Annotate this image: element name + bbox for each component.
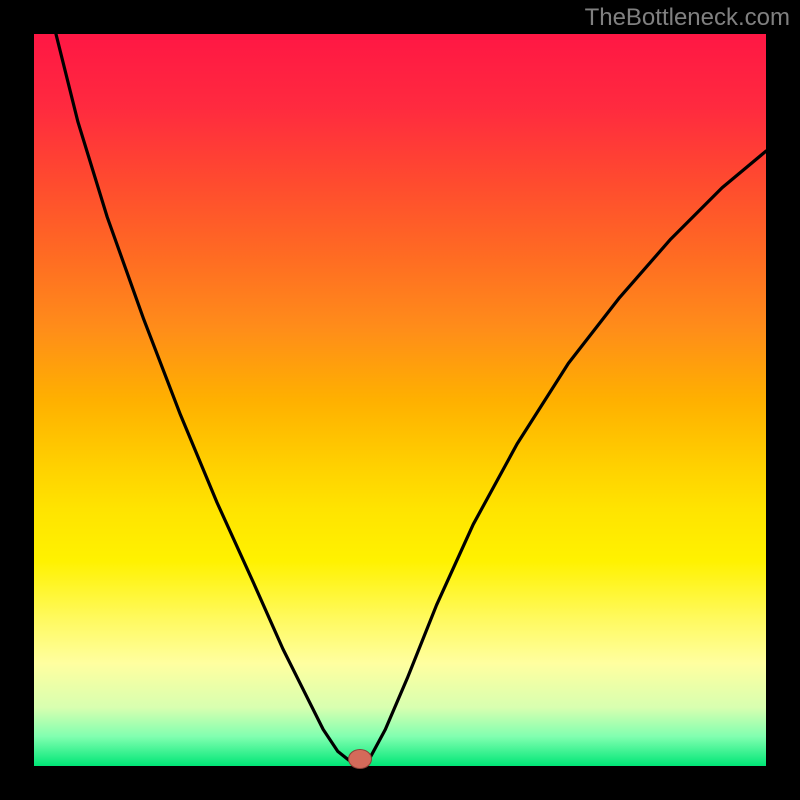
optimal-point-marker	[348, 749, 372, 769]
watermark-text: TheBottleneck.com	[585, 4, 790, 32]
plot-area	[34, 34, 766, 766]
bottleneck-curve	[34, 34, 766, 766]
